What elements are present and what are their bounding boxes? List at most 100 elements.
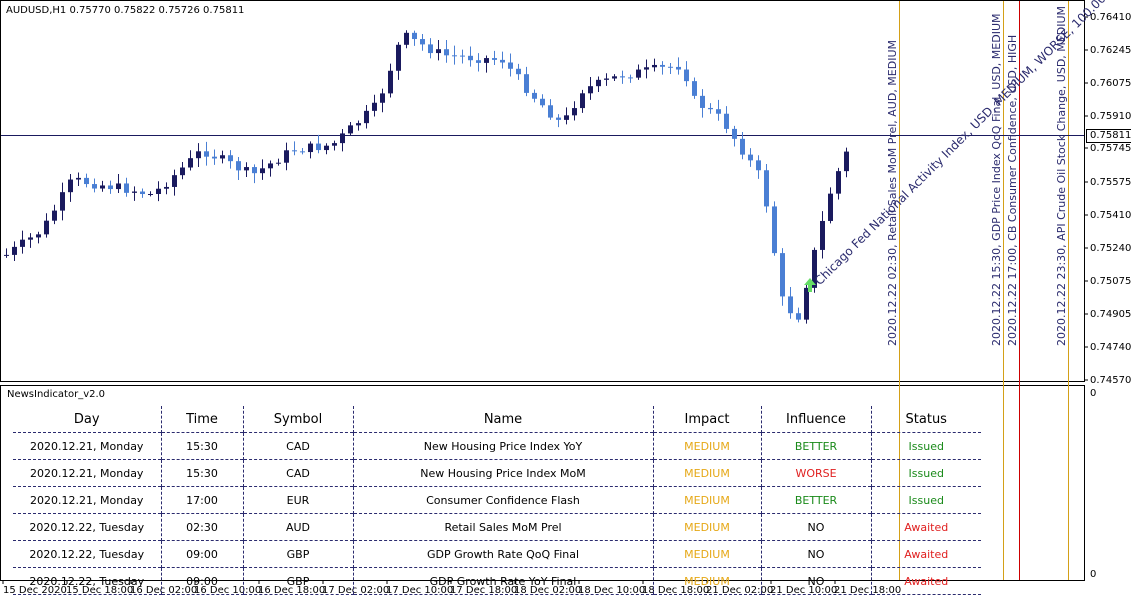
cell-status: Issued — [870, 432, 981, 460]
candle-body — [604, 78, 609, 80]
table-row: 2020.12.22, Tuesday 02:30 AUD Retail Sal… — [13, 513, 981, 541]
candle-body — [4, 254, 9, 256]
price-label: 0.75910 — [1090, 111, 1131, 122]
candle-body — [140, 191, 145, 195]
cell-influence: BETTER — [760, 432, 871, 460]
candle-body — [332, 143, 337, 146]
cell-time: 09:00 — [160, 567, 243, 595]
candle-body — [836, 171, 841, 194]
cell-influence: BETTER — [760, 486, 871, 514]
table-row: 2020.12.21, Monday 17:00 EUR Consumer Co… — [13, 486, 981, 514]
cell-status: Awaited — [870, 540, 981, 568]
candle-body — [372, 102, 377, 111]
candle-body — [292, 150, 297, 152]
cell-status: Issued — [870, 486, 981, 514]
candle-body — [244, 167, 249, 171]
table-row: 2020.12.22, Tuesday 09:00 GBP GDP Growth… — [13, 567, 981, 595]
candle-body — [524, 74, 529, 93]
candle-body — [276, 162, 281, 164]
candle-body — [804, 287, 809, 320]
candle-body — [268, 163, 273, 169]
cell-influence: NO — [760, 567, 871, 595]
main-chart-border — [0, 0, 1085, 382]
cell-status: Issued — [870, 459, 981, 487]
candle-body — [556, 117, 561, 120]
price-label: 0.74570 — [1090, 375, 1131, 386]
candle-body — [476, 60, 481, 63]
cell-symbol: GBP — [242, 540, 353, 568]
cell-impact: MEDIUM — [652, 432, 761, 460]
price-label: 0.74740 — [1090, 342, 1131, 353]
candle-body — [316, 143, 321, 151]
candle-body — [308, 143, 313, 153]
candle-body — [76, 177, 81, 180]
candle-body — [460, 55, 465, 57]
cell-symbol: GBP — [242, 567, 353, 595]
candle-body — [148, 194, 153, 196]
candle-body — [68, 179, 73, 193]
candle-body — [324, 145, 329, 151]
candle-body — [188, 158, 193, 168]
candle-body — [100, 185, 105, 189]
candle-body — [812, 249, 817, 288]
candle-body — [92, 184, 97, 189]
candle-body — [492, 58, 497, 60]
candle-body — [780, 253, 785, 297]
candle-body — [716, 109, 721, 114]
cell-influence: WORSE — [760, 459, 871, 487]
column-header-influence: Influence — [760, 406, 871, 433]
candle-body — [644, 67, 649, 70]
candle-body — [540, 98, 545, 106]
candle-body — [508, 62, 513, 69]
cell-name: Consumer Confidence Flash — [352, 486, 653, 514]
candle-body — [796, 313, 801, 320]
candle-body — [12, 246, 17, 255]
candle-body — [700, 95, 705, 108]
candle-body — [428, 44, 433, 54]
cell-impact: MEDIUM — [652, 567, 761, 595]
candle-body — [596, 79, 601, 87]
table-row: 2020.12.21, Monday 15:30 CAD New Housing… — [13, 432, 981, 460]
event-label-api: 2020.12.22 23:30, API Crude Oil Stock Ch… — [1055, 5, 1068, 346]
indicator-scale-top: 0 — [1090, 388, 1097, 399]
column-header-name: Name — [352, 406, 653, 433]
cell-name: GDP Growth Rate QoQ Final — [352, 540, 653, 568]
candle-body — [484, 58, 489, 63]
candle-body — [676, 66, 681, 70]
candle-body — [636, 69, 641, 78]
candle-body — [60, 192, 65, 211]
current-price-label: 0.75811 — [1086, 129, 1131, 143]
column-header-day: Day — [73, 411, 100, 427]
candle-body — [116, 183, 121, 190]
cell-day: 2020.12.21, Monday — [13, 432, 161, 460]
candle-body — [420, 39, 425, 45]
cell-name: New Housing Price Index MoM — [352, 459, 653, 487]
chart-title: AUDUSD,H1 0.75770 0.75822 0.75726 0.7581… — [6, 5, 245, 16]
price-label: 0.74905 — [1090, 309, 1131, 320]
candle-body — [724, 113, 729, 129]
candle-body — [44, 220, 49, 235]
candle-body — [404, 32, 409, 45]
candle-body — [204, 151, 209, 157]
cell-day: 2020.12.22, Tuesday — [13, 513, 161, 541]
candle-body — [620, 76, 625, 78]
cell-time: 15:30 — [160, 459, 243, 487]
candle-body — [380, 93, 385, 103]
candle-body — [764, 170, 769, 207]
price-label: 0.76075 — [1090, 78, 1131, 89]
price-label: 0.75240 — [1090, 243, 1131, 254]
candle-body — [28, 237, 33, 240]
cell-day: 2020.12.22, Tuesday — [13, 540, 161, 568]
cell-influence: NO — [760, 540, 871, 568]
candle-body — [548, 105, 553, 118]
price-label: 0.76410 — [1090, 12, 1131, 23]
candle-body — [772, 206, 777, 254]
candle-body — [660, 64, 665, 67]
cell-status: Awaited — [870, 513, 981, 541]
cell-time: 09:00 — [160, 540, 243, 568]
candle-body — [532, 92, 537, 99]
candle-body — [124, 183, 129, 193]
candle-body — [52, 210, 57, 221]
cell-symbol: CAD — [242, 459, 353, 487]
